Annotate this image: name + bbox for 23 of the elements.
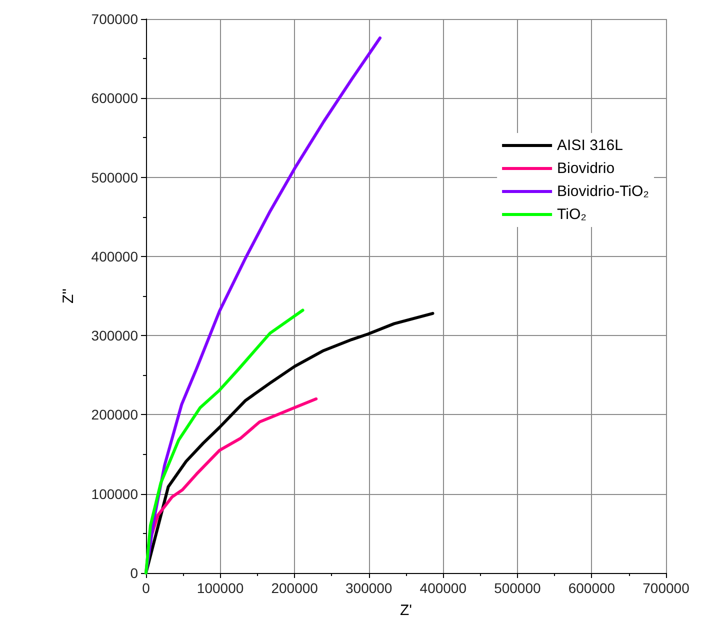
y-tick-label: 0 [130,565,138,581]
x-tick-label: 300000 [346,580,392,596]
x-tick-label: 500000 [494,580,541,596]
x-axis-title: Z' [400,602,412,619]
y-axis-title: Z'' [60,288,77,304]
legend-label: Biovidrio-TiO₂ [557,183,650,200]
line-series [144,308,304,574]
y-tick-label: 400000 [91,248,138,264]
y-tick-label: 300000 [91,328,138,344]
x-tick-label: 0 [142,580,150,596]
legend-label: AISI 316L [557,137,623,154]
y-tick-label: 600000 [91,90,138,106]
y-tick-label: 500000 [91,169,138,186]
x-tick-label: 700000 [642,580,690,596]
legend-label: Biovidrio [557,160,615,177]
x-tick-label: 400000 [420,580,467,596]
x-tick-label: 200000 [271,580,318,596]
y-tick-label: 200000 [91,406,138,423]
y-tick-label: 700000 [91,11,138,27]
x-tick-label: 600000 [568,580,616,596]
y-tick-label: 100000 [91,486,138,502]
legend-label: TiO₂ [557,206,587,223]
x-tick-label: 100000 [196,580,244,596]
